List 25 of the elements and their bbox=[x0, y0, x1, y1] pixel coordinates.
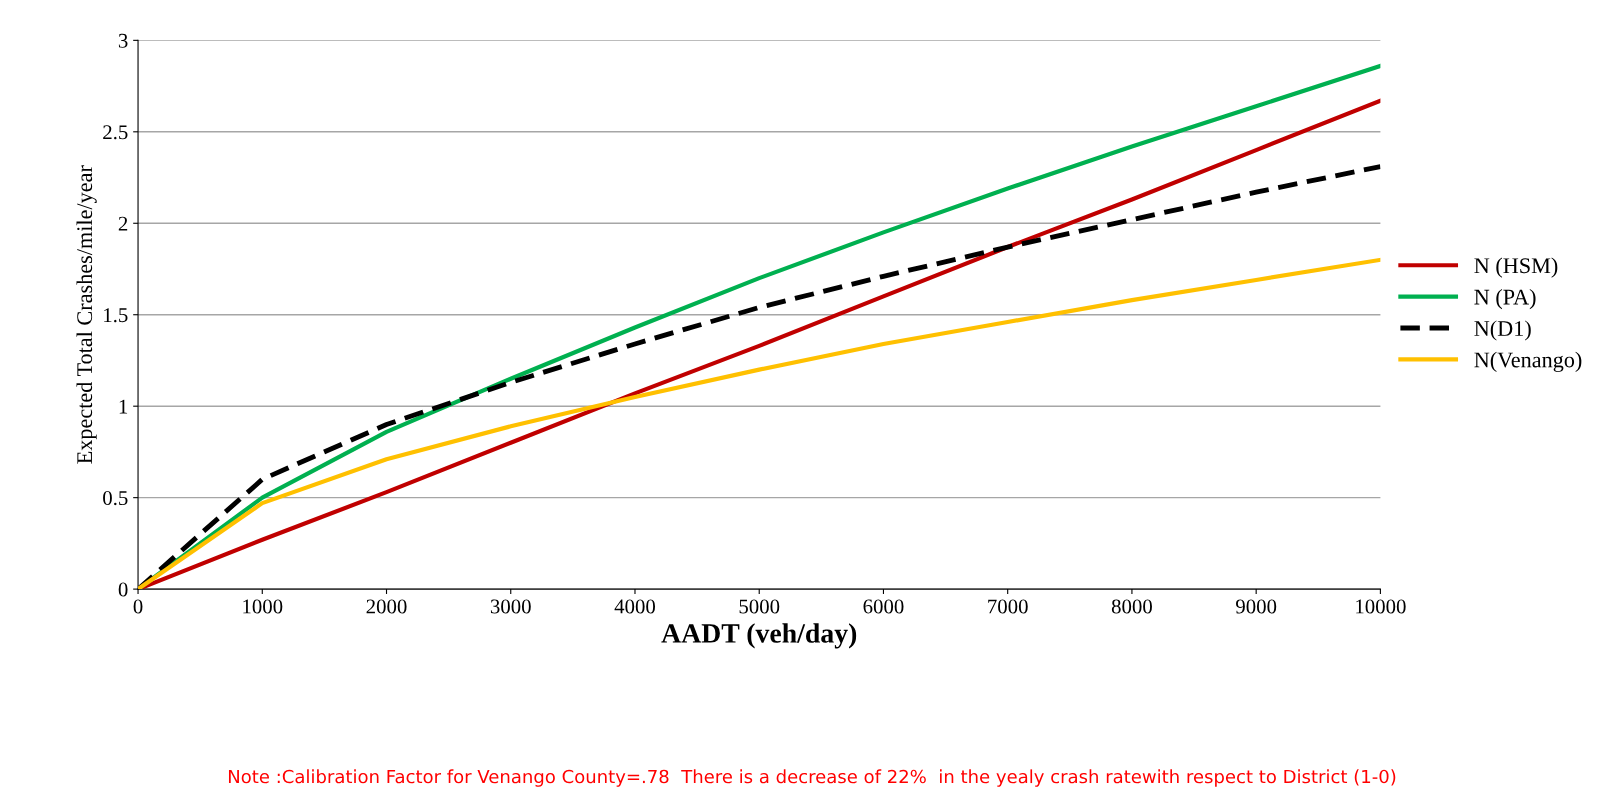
y-tick-label: 1.5 bbox=[104, 308, 128, 323]
legend-label: N(Venango) bbox=[1474, 351, 1582, 372]
y-tick-label: 2.5 bbox=[103, 125, 128, 140]
x-tick-label: 4000 bbox=[614, 599, 656, 614]
x-tick-label: 2000 bbox=[366, 599, 407, 614]
x-tick-label: 6000 bbox=[863, 599, 904, 614]
x-tick-label: 1000 bbox=[243, 599, 283, 614]
x-tick-label: 8000 bbox=[1111, 599, 1152, 614]
x-axis-title: AADT (veh/day) bbox=[661, 623, 857, 649]
y-tick-label: 3 bbox=[118, 33, 128, 48]
legend-label: N(D1) bbox=[1474, 320, 1531, 341]
x-tick-label: 9000 bbox=[1236, 599, 1277, 614]
x-tick-label: 10000 bbox=[1356, 599, 1406, 614]
y-tick-label: 0.5 bbox=[103, 491, 128, 506]
x-tick-label: 5000 bbox=[739, 599, 780, 614]
legend-label: N (PA) bbox=[1474, 288, 1536, 310]
x-tick-label: 3000 bbox=[490, 599, 531, 614]
y-tick-label: 1 bbox=[119, 399, 128, 414]
legend-label: N (HSM) bbox=[1474, 257, 1558, 278]
x-tick-label: 7000 bbox=[988, 599, 1028, 614]
y-tick-label: 2 bbox=[118, 216, 128, 231]
text: Note :Calibration Factor for Venango County=.78 There is a decrease of 22% in the yealy crash ratewith respect to District (1-0) bbox=[228, 769, 1396, 787]
x-tick-label: 0 bbox=[133, 599, 143, 614]
y-axis-title: Expected Total Crashes/mile/year bbox=[76, 165, 97, 464]
y-tick-label: 0 bbox=[118, 582, 128, 597]
